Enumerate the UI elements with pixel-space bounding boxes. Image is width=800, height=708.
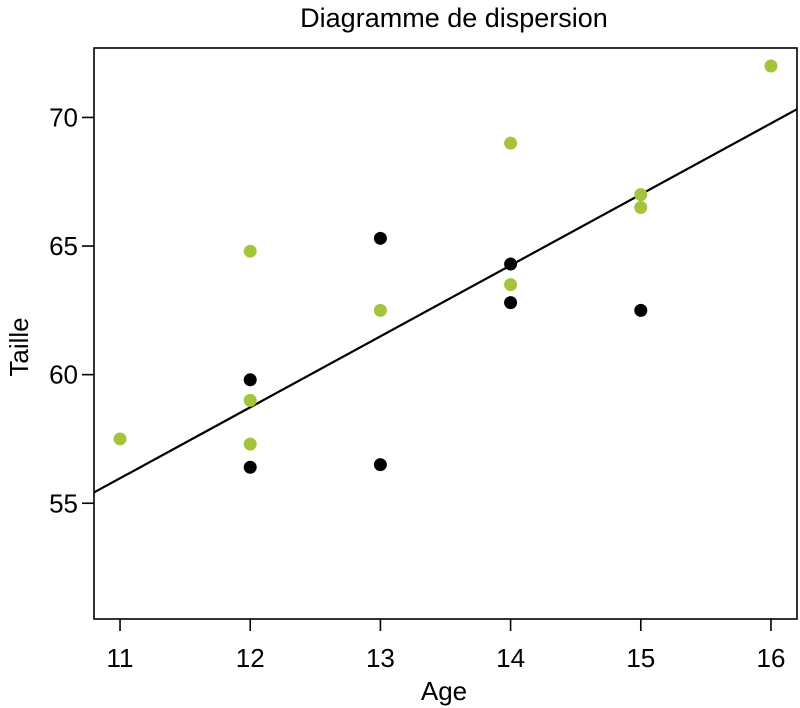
- data-point-series-2: [634, 200, 648, 214]
- data-point-series-2: [243, 393, 257, 407]
- x-tick-label: 12: [236, 643, 265, 673]
- regression-line: [93, 108, 798, 494]
- y-tick-label: 65: [49, 231, 78, 261]
- data-point-series-2: [764, 59, 778, 73]
- data-point-series-1: [243, 460, 257, 474]
- chart-title: Diagramme de dispersion: [300, 3, 608, 33]
- data-point-series-2: [504, 278, 518, 292]
- y-tick-label: 70: [49, 102, 78, 132]
- x-tick-label: 16: [757, 643, 786, 673]
- regression-layer: [93, 108, 798, 494]
- data-point-series-1: [504, 296, 518, 310]
- x-tick-label: 11: [107, 643, 134, 673]
- x-tick-label: 15: [626, 643, 655, 673]
- data-point-series-1: [634, 303, 648, 317]
- data-point-series-2: [113, 432, 127, 446]
- data-point-series-1: [504, 257, 518, 271]
- data-point-series-2: [373, 303, 387, 317]
- x-tick-label: 13: [366, 643, 395, 673]
- data-points: [113, 59, 778, 474]
- data-point-series-2: [634, 188, 648, 202]
- data-point-series-1: [373, 458, 387, 472]
- data-point-series-1: [243, 373, 257, 387]
- y-axis-label: Taille: [4, 317, 34, 376]
- data-point-series-2: [243, 244, 257, 258]
- x-axis-label: Age: [421, 676, 467, 706]
- plot-area-frame: [93, 47, 798, 620]
- data-point-series-2: [504, 136, 518, 150]
- y-axis-ticks: 55 60 65 70: [49, 102, 94, 518]
- data-point-series-2: [243, 437, 257, 451]
- data-point-series-1: [373, 231, 387, 245]
- y-tick-label: 55: [49, 488, 78, 518]
- x-tick-label: 14: [496, 643, 525, 673]
- y-tick-label: 60: [49, 360, 78, 390]
- x-axis-ticks: 11 12 13 14 15 16: [107, 619, 786, 673]
